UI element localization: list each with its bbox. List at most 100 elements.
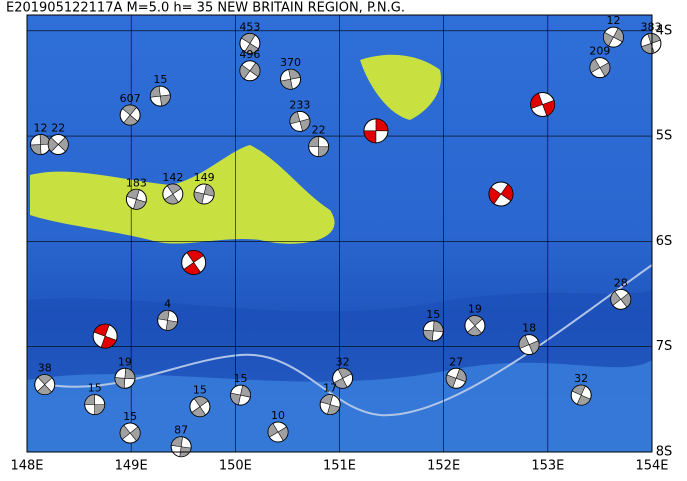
beachball	[518, 334, 540, 356]
beachball	[570, 384, 592, 406]
beachball-quadrant	[589, 58, 611, 77]
depth-label: 22	[312, 124, 326, 137]
depth-label: 383	[640, 20, 661, 33]
beachball	[602, 26, 624, 48]
beachball	[119, 422, 141, 444]
beachball-quadrant	[122, 104, 139, 126]
beachball-quadrant	[518, 334, 540, 355]
y-tick-label: 4S	[656, 23, 673, 38]
beachball	[422, 320, 444, 342]
depth-label: 15	[234, 372, 248, 385]
x-tick-label: 153E	[531, 459, 564, 474]
beachball	[488, 181, 514, 207]
x-tick-label: 149E	[115, 459, 148, 474]
beachball	[47, 134, 69, 156]
beachball	[289, 110, 311, 132]
beachball-quadrant	[193, 183, 215, 205]
beachball-quadrant	[93, 323, 117, 349]
beachball-quadrant	[488, 183, 514, 205]
depth-label: 12	[606, 14, 620, 27]
x-tick-label: 151E	[323, 459, 356, 474]
beachball-quadrant	[126, 188, 147, 210]
depth-label: 233	[289, 98, 310, 111]
depth-label: 4	[164, 297, 171, 310]
beachball-quadrant	[47, 136, 69, 153]
depth-label: 149	[194, 171, 215, 184]
beachball-quadrant	[445, 368, 467, 389]
depth-label: 28	[614, 276, 628, 289]
beachball	[30, 134, 52, 156]
beachball	[589, 57, 611, 79]
beachball	[280, 68, 302, 90]
beachball	[239, 32, 261, 54]
beachball	[84, 394, 106, 416]
beachball	[308, 136, 330, 158]
beachball-quadrant	[191, 396, 209, 417]
beachball-quadrant	[267, 423, 289, 441]
depth-label: 15	[426, 308, 440, 321]
beachball-quadrant	[280, 68, 301, 90]
x-tick-label: 148E	[10, 459, 43, 474]
beachball-quadrant	[150, 85, 171, 107]
x-tick-label: 150E	[219, 459, 252, 474]
beachball	[239, 60, 261, 82]
beachball-quadrant	[641, 33, 661, 54]
depth-label: 15	[123, 410, 137, 423]
depth-label: 19	[468, 303, 482, 316]
depth-label: 32	[336, 355, 350, 368]
depth-label: 453	[239, 20, 260, 33]
beachball-quadrant	[84, 394, 106, 415]
beachball	[363, 118, 389, 144]
x-tick-label: 152E	[427, 459, 460, 474]
depth-label: 17	[323, 382, 337, 395]
depth-label: 87	[174, 424, 188, 437]
beachball-quadrant	[241, 33, 259, 54]
beachball	[332, 367, 354, 389]
depth-label: 27	[449, 355, 463, 368]
beachball-quadrant	[333, 368, 352, 389]
beachball-quadrant	[530, 92, 555, 117]
depth-label: 370	[280, 56, 301, 69]
beachball	[114, 367, 136, 389]
beachball	[464, 315, 486, 337]
y-tick-label: 8S	[656, 445, 673, 460]
beachball	[193, 183, 215, 205]
beachball-quadrant	[610, 291, 631, 308]
land	[360, 54, 441, 120]
beachball	[530, 92, 556, 118]
map-title: E201905122117A M=5.0 h= 35 NEW BRITAIN R…	[6, 1, 405, 16]
depth-label: 15	[153, 73, 167, 86]
beachball-quadrant	[422, 320, 444, 342]
beachball	[230, 384, 252, 406]
depth-label: 12	[34, 122, 48, 135]
beachball-quadrant	[230, 384, 251, 406]
beachball	[640, 32, 662, 54]
beachball-quadrant	[467, 315, 483, 336]
depth-label: 38	[38, 362, 52, 375]
beachball	[181, 249, 207, 275]
beachball-quadrant	[157, 310, 178, 331]
depth-label: 496	[239, 48, 260, 61]
beachball	[92, 323, 118, 349]
beachball-quadrant	[320, 394, 341, 415]
beachball-quadrant	[363, 118, 389, 144]
depth-label: 19	[118, 355, 132, 368]
depth-label: 10	[271, 409, 285, 422]
depth-label: 209	[589, 45, 610, 58]
depth-label: 183	[126, 176, 147, 189]
beachball	[157, 309, 179, 331]
beachball	[610, 288, 632, 310]
depth-label: 15	[193, 384, 207, 397]
x-tick-label: 154E	[635, 459, 668, 474]
beachball	[319, 394, 341, 416]
y-tick-label: 6S	[656, 234, 673, 249]
beachball	[149, 85, 171, 107]
beachball-quadrant	[36, 374, 53, 395]
beachball	[125, 188, 147, 210]
beachball	[170, 436, 192, 458]
beachball	[119, 104, 141, 126]
beachball	[445, 367, 467, 389]
beachball-quadrant	[308, 136, 329, 157]
frame	[26, 14, 653, 453]
